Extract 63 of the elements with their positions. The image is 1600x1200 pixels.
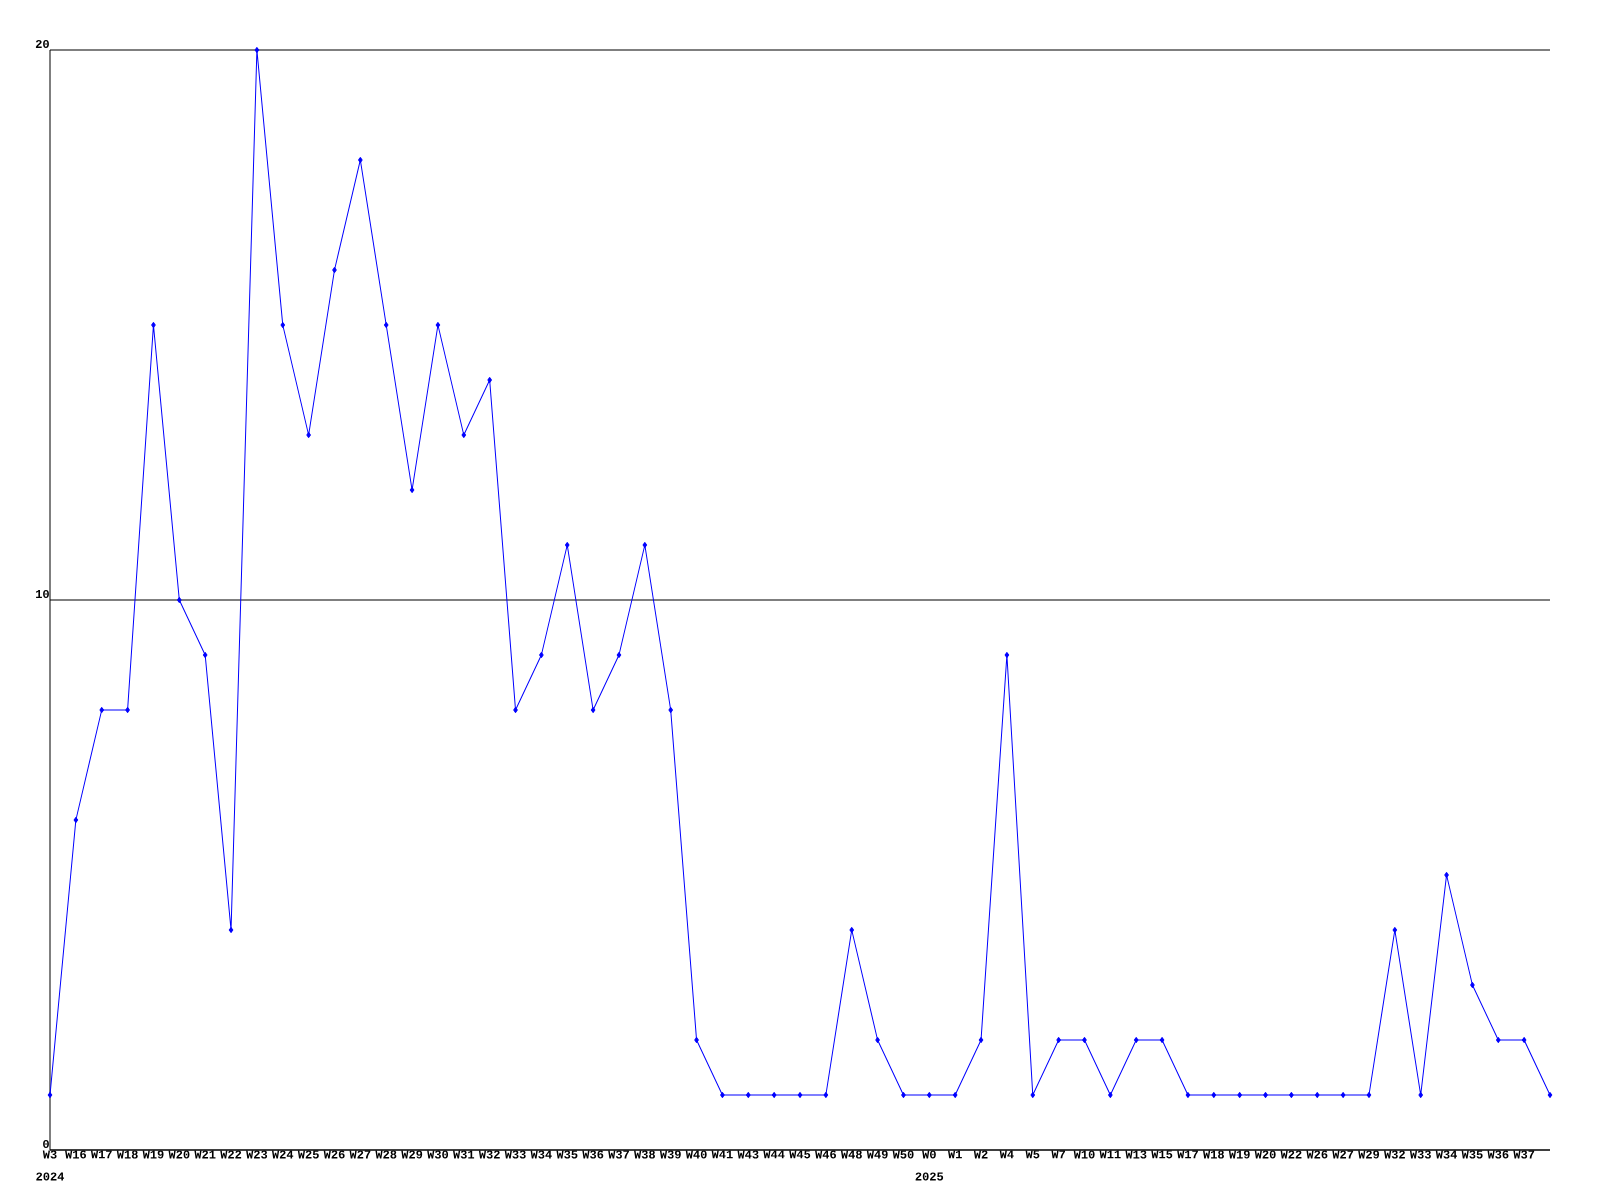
x-tick-label: W38 bbox=[634, 1150, 655, 1159]
x-tick-label: W31 bbox=[452, 1150, 475, 1159]
x-tick-label: W34 bbox=[1435, 1150, 1457, 1159]
x-tick-label: W18 bbox=[116, 1150, 138, 1159]
x-tick-label: W0 bbox=[922, 1150, 936, 1159]
x-tick-label: W25 bbox=[297, 1150, 319, 1159]
x-tick-label: W40 bbox=[685, 1150, 707, 1159]
x-tick-label: W10 bbox=[1073, 1150, 1095, 1159]
x-tick-label: W22 bbox=[1280, 1150, 1302, 1159]
x-tick-label: W36 bbox=[1487, 1150, 1509, 1159]
x-tick-label: W33 bbox=[504, 1150, 526, 1159]
x-tick-label: W32 bbox=[1384, 1150, 1405, 1159]
x-tick-label: W1 bbox=[947, 1150, 962, 1159]
x-tick-label: W16 bbox=[65, 1150, 87, 1159]
x-tick-label: W32 bbox=[478, 1150, 500, 1159]
x-tick-label: W17 bbox=[90, 1150, 112, 1159]
x-tick-label: W30 bbox=[427, 1150, 449, 1159]
x-tick-label: W18 bbox=[1203, 1150, 1224, 1159]
x-tick-label: W28 bbox=[375, 1150, 397, 1159]
x-tick-label: W41 bbox=[711, 1150, 733, 1159]
x-tick-label: W21 bbox=[194, 1150, 216, 1159]
x-tick-label: W7 bbox=[1051, 1150, 1066, 1159]
x-tick-label: W50 bbox=[892, 1150, 914, 1159]
x-tick-label: W36 bbox=[582, 1150, 604, 1159]
x-tick-label: W35 bbox=[556, 1150, 578, 1159]
x-tick-label: W5 bbox=[1025, 1150, 1040, 1159]
x-tick-label: W19 bbox=[1228, 1150, 1250, 1159]
x-tick-label: W13 bbox=[1125, 1150, 1147, 1159]
x-tick-label: W17 bbox=[1177, 1150, 1198, 1159]
x-tick-label: W29 bbox=[401, 1150, 423, 1159]
x-tick-label: W48 bbox=[840, 1150, 862, 1159]
x-tick-label: W23 bbox=[246, 1150, 268, 1159]
x-tick-label: W37 bbox=[608, 1150, 629, 1159]
y-tick-label: 20 bbox=[35, 39, 49, 49]
x-tick-label: W26 bbox=[1306, 1150, 1328, 1159]
x-tick-label: W37 bbox=[1513, 1150, 1535, 1159]
x-tick-label: W4 bbox=[999, 1150, 1014, 1159]
text: 2025 bbox=[915, 1172, 944, 1181]
x-tick-label: W27 bbox=[349, 1150, 371, 1159]
x-tick-label: W2 bbox=[973, 1150, 988, 1159]
y-tick-label: 0 bbox=[43, 1139, 49, 1149]
x-tick-label: W20 bbox=[168, 1150, 190, 1159]
x-tick-label: W44 bbox=[763, 1150, 785, 1159]
x-tick-label: W24 bbox=[271, 1150, 294, 1159]
x-tick-label: W33 bbox=[1409, 1150, 1431, 1159]
x-tick-label: W29 bbox=[1358, 1150, 1380, 1159]
x-tick-label: W43 bbox=[737, 1150, 759, 1159]
x-tick-label: W3 bbox=[42, 1150, 57, 1159]
y-tick-label: 10 bbox=[36, 589, 49, 599]
x-tick-label: W22 bbox=[220, 1150, 242, 1159]
x-tick-label: W35 bbox=[1461, 1150, 1483, 1159]
x-tick-label: W11 bbox=[1099, 1150, 1121, 1159]
x-tick-label: W19 bbox=[142, 1150, 164, 1159]
x-tick-label: W34 bbox=[530, 1150, 552, 1159]
x-tick-label: W49 bbox=[866, 1150, 888, 1159]
x-tick-label: W45 bbox=[789, 1150, 811, 1159]
x-tick-label: W46 bbox=[815, 1150, 837, 1159]
x-tick-label: W27 bbox=[1332, 1150, 1354, 1159]
x-tick-label: W20 bbox=[1254, 1150, 1276, 1159]
text: 2024 bbox=[36, 1172, 65, 1181]
x-tick-label: W15 bbox=[1151, 1150, 1173, 1159]
x-tick-label: W39 bbox=[659, 1150, 681, 1159]
x-tick-label: W26 bbox=[323, 1150, 345, 1159]
